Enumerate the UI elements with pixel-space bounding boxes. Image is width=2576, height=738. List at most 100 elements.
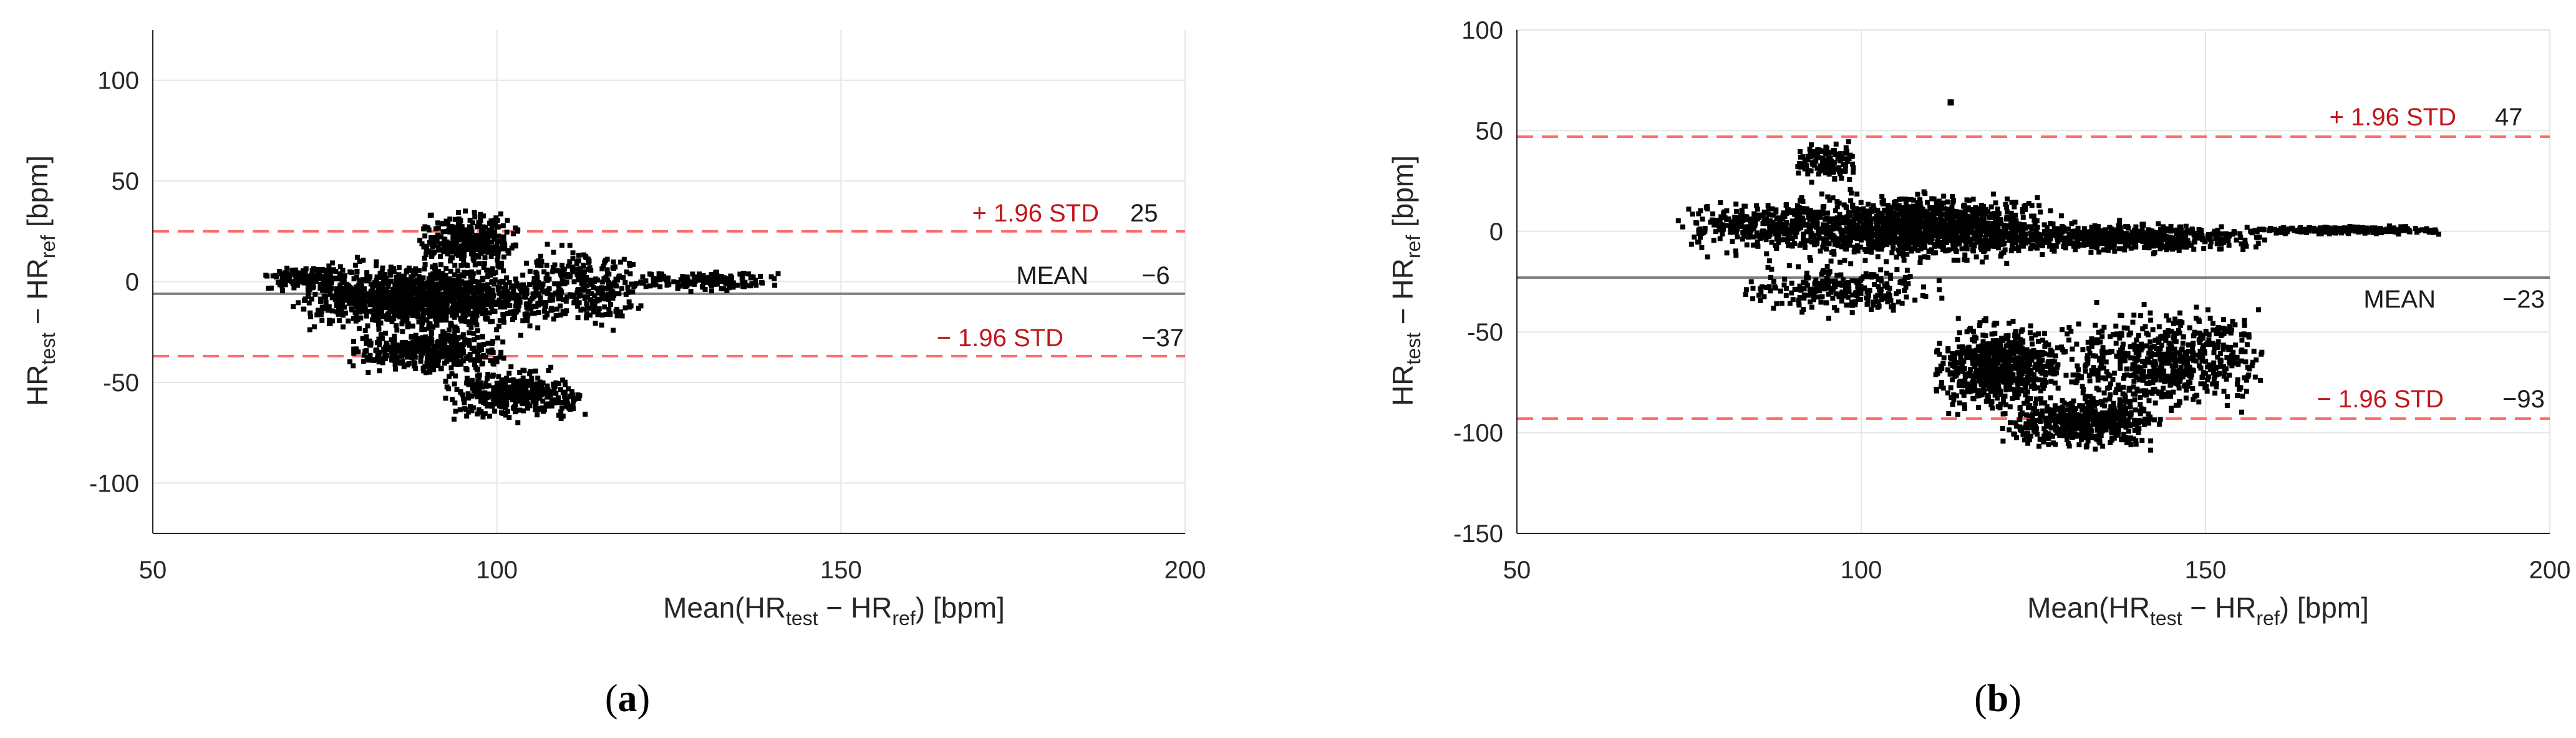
data-point [1720,222,1726,228]
data-point [1988,213,1994,219]
data-point [457,221,463,226]
data-point [1816,231,1821,237]
data-point [515,391,521,397]
data-point [560,377,566,383]
data-point [465,280,470,286]
data-point [551,250,556,255]
data-point [450,240,456,245]
data-point [511,292,516,298]
data-point [405,280,411,286]
data-point [1801,231,1806,237]
data-point [454,246,460,252]
data-point [428,249,433,255]
data-point [1907,221,1912,226]
data-point [537,407,543,412]
data-point [2255,240,2261,246]
data-point [1879,193,1885,199]
data-point [442,344,448,350]
data-point [542,303,548,309]
data-point [453,409,458,414]
data-point [438,262,443,268]
data-point [473,294,478,300]
data-point [415,336,421,342]
data-point [340,286,346,291]
data-point [407,285,413,291]
data-point [596,288,602,294]
data-point [361,303,367,308]
data-point [327,318,332,323]
data-point [1761,217,1767,223]
data-point [752,281,758,287]
data-point [482,239,487,245]
data-point [1922,220,1927,226]
data-point [602,276,608,282]
data-point [478,291,483,296]
data-point [467,342,472,348]
data-point [357,298,362,304]
data-point [1888,212,1894,218]
data-point [569,389,574,394]
data-point [1926,228,1932,234]
data-point [496,374,501,379]
data-point [584,311,589,316]
data-point [578,266,583,271]
data-point [438,366,443,372]
data-point [450,348,455,354]
data-point [460,345,465,351]
data-point [399,297,405,303]
data-point [1776,220,1782,225]
data-point [1874,228,1880,234]
data-point [406,311,412,316]
data-point [1964,197,1970,203]
data-point [481,352,487,358]
data-point [410,323,415,329]
data-point [400,329,405,334]
data-point [360,296,366,301]
data-point [1836,236,1842,241]
data-point [453,339,459,344]
data-point [539,259,545,265]
data-point [525,306,531,311]
data-point [463,289,469,295]
data-point [488,249,493,255]
data-point [1830,233,1836,238]
data-point [1721,209,1727,215]
data-point [550,269,556,274]
data-point [1850,203,1856,208]
data-point [2001,250,2007,255]
data-point [481,248,487,253]
data-point [724,288,730,293]
data-point [2239,241,2244,247]
data-point [2004,261,2010,266]
data-point [438,333,443,339]
data-point [491,237,497,243]
data-point [510,393,515,399]
data-point [450,353,456,359]
data-point [525,379,530,384]
data-point [429,341,434,347]
data-point [576,287,581,293]
data-point [2020,230,2025,236]
data-point [463,262,469,268]
data-point [394,328,400,333]
data-point [1983,211,1988,217]
chart-b-points [1675,99,2441,453]
data-point [2219,231,2225,237]
data-point [1963,246,1968,251]
data-point [376,326,382,332]
data-point [432,271,437,276]
data-point [1793,234,1798,240]
data-point [504,376,510,381]
data-point [452,283,457,288]
x-tick-label: 200 [1165,556,1206,584]
data-point [1764,251,1770,256]
data-point [746,271,752,277]
data-point [2150,240,2156,246]
data-point [475,382,480,387]
data-point [501,235,506,240]
data-point [428,272,433,278]
data-point [441,244,447,250]
data-point [561,297,566,303]
data-point [1938,225,1944,230]
data-point [485,341,491,346]
